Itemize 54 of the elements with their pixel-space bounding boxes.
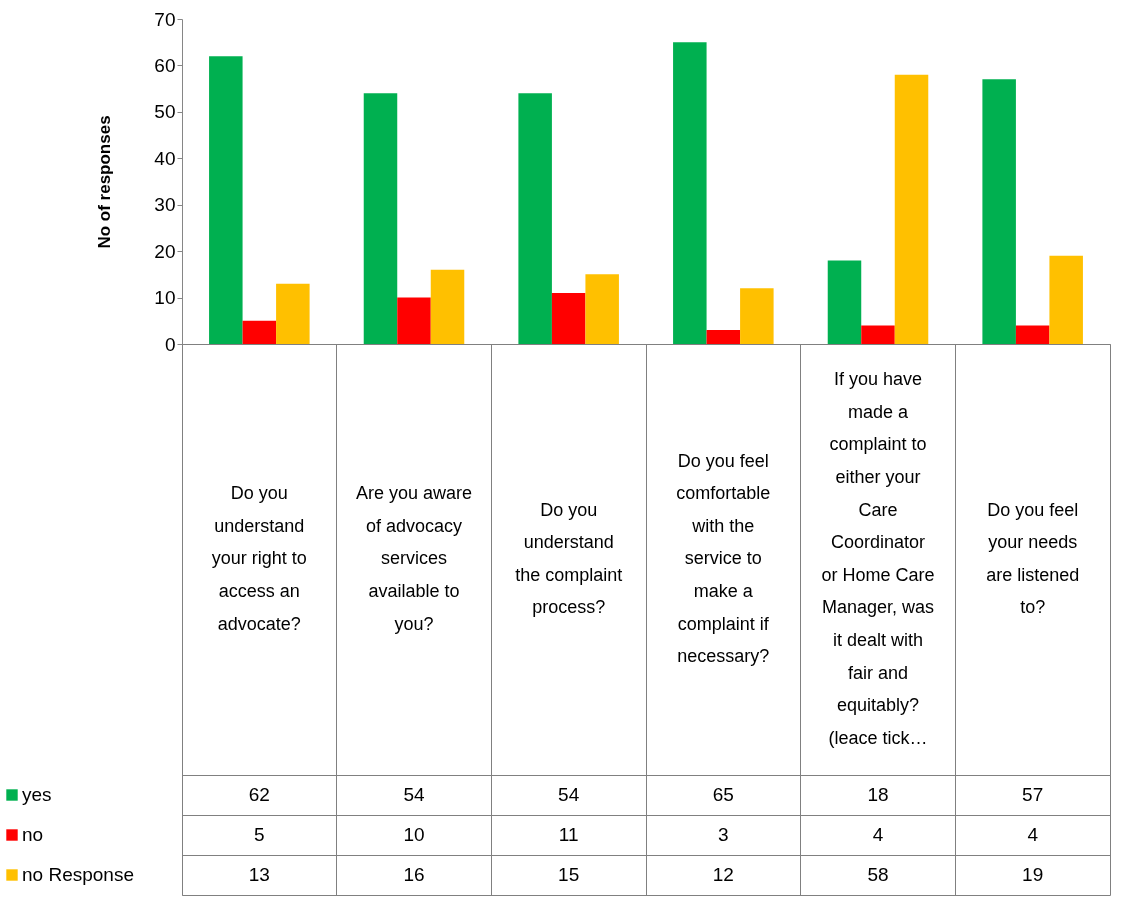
x-tick-label: Do you understand your right to access an advocate?	[211, 483, 307, 634]
bar	[585, 274, 619, 344]
bar	[1049, 255, 1083, 344]
legend-label: no	[22, 824, 44, 845]
y-tick-label: 30	[154, 194, 176, 216]
data-label: 19	[1022, 864, 1044, 885]
bar	[242, 320, 277, 344]
bar	[1015, 325, 1050, 344]
bar	[982, 79, 1016, 344]
y-tick-label: 10	[154, 287, 176, 309]
data-label: 13	[248, 864, 270, 885]
y-axis-title: No of responses	[95, 115, 115, 249]
data-label: 4	[872, 824, 884, 845]
x-tick-label: Do you feel comfortable with the service to make a complaint if necessary?	[676, 450, 771, 667]
data-label: 11	[558, 824, 579, 845]
y-tick-label: 0	[164, 333, 176, 355]
x-tick-label: Do you understand the complaint process?	[515, 499, 623, 618]
y-tick-label: 20	[154, 240, 176, 262]
bar	[673, 42, 707, 344]
data-label: 10	[403, 824, 425, 845]
legend-label: yes	[22, 784, 52, 805]
bar	[894, 74, 929, 344]
bar	[518, 93, 552, 344]
data-label: 5	[254, 824, 265, 845]
data-label: 62	[248, 784, 270, 805]
bar	[861, 325, 895, 344]
legend-label: no Response	[22, 864, 134, 885]
bar	[363, 93, 398, 344]
y-tick-label: 70	[154, 8, 176, 30]
data-label: 54	[558, 784, 580, 805]
bar	[706, 330, 741, 344]
y-tick-label: 60	[154, 54, 176, 76]
data-label: 3	[718, 824, 729, 845]
bar	[551, 292, 586, 344]
y-tick-label: 40	[154, 147, 176, 169]
bar	[209, 56, 243, 344]
data-label: 18	[867, 784, 889, 805]
data-label: 16	[403, 864, 425, 885]
x-tick-label: Are you aware of advocacy services available to you?	[355, 483, 473, 634]
data-label: 15	[558, 864, 580, 885]
data-label: 57	[1022, 784, 1044, 805]
data-label: 4	[1027, 824, 1039, 845]
bar	[276, 283, 310, 344]
bar	[827, 260, 862, 344]
bar	[430, 269, 465, 344]
bar	[397, 297, 431, 344]
y-tick-label: 50	[154, 101, 176, 123]
data-label: 54	[403, 784, 425, 805]
x-tick-label: Do you feel your needs are listened to?	[986, 499, 1080, 618]
data-label: 12	[712, 864, 734, 885]
data-label: 65	[712, 784, 734, 805]
category-label: If you have made a complaint to either your Care Coordinator or Home Care Manager, was it dealt with fair and equitably? (leace tick…	[821, 369, 935, 748]
data-label: 58	[867, 864, 889, 885]
bar	[740, 288, 774, 344]
